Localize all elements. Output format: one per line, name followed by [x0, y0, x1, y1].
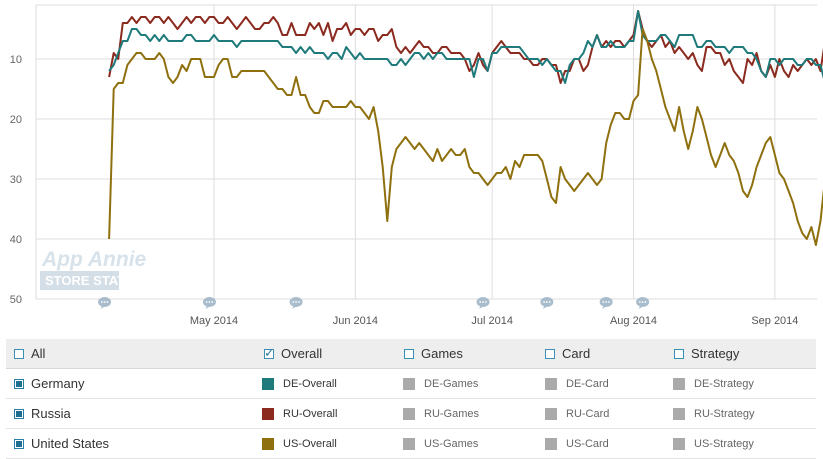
series-label: RU-Strategy — [694, 407, 755, 420]
series-legend-table: All Overall Games Card Strategy Germany … — [6, 339, 816, 459]
color-swatch — [673, 377, 685, 390]
series-line-us-overall — [108, 28, 823, 246]
series-toggle-ru-card[interactable]: RU-Card — [545, 399, 609, 428]
series-label: US-Card — [566, 437, 609, 450]
y-tick-label: 50 — [10, 294, 22, 306]
x-tick-label: Jun 2014 — [333, 315, 378, 327]
color-swatch — [262, 437, 274, 450]
annotation-bubble-icon[interactable] — [476, 297, 490, 309]
legend-row-russia: Russia RU-Overall RU-Games RU-Card RU-St… — [6, 399, 816, 429]
y-tick-label: 10 — [10, 54, 22, 66]
series-toggle-de-overall[interactable]: DE-Overall — [262, 369, 337, 398]
annotation-bubble-icon[interactable] — [202, 297, 216, 309]
country-toggle-russia[interactable]: Russia — [14, 399, 71, 428]
series-toggle-us-card[interactable]: US-Card — [545, 429, 609, 458]
germany-toggle[interactable] — [14, 378, 24, 389]
chart-series — [108, 10, 823, 246]
series-toggle-de-card[interactable]: DE-Card — [545, 369, 609, 398]
y-tick-label: 40 — [10, 234, 22, 246]
annotation-bubble-icon[interactable] — [289, 297, 303, 309]
x-axis-ticks: May 2014 Jun 2014 Jul 2014 Aug 2014 Sep 2014 — [190, 315, 799, 327]
color-swatch — [262, 377, 274, 390]
y-axis-ticks: 10 20 30 40 50 — [10, 54, 22, 306]
filter-all-label: All — [31, 346, 46, 361]
series-label: RU-Card — [566, 407, 610, 420]
series-label: DE-Overall — [283, 377, 337, 390]
series-label: US-Overall — [283, 437, 337, 450]
app-annie-watermark: App Annie STORE STATS — [40, 248, 147, 290]
country-toggle-germany[interactable]: Germany — [14, 369, 84, 398]
united-states-toggle[interactable] — [14, 438, 24, 449]
color-swatch — [545, 407, 557, 420]
country-toggle-united-states[interactable]: United States — [14, 429, 109, 458]
watermark-line1: App Annie — [41, 248, 147, 271]
x-tick-label: May 2014 — [190, 315, 238, 327]
y-tick-label: 20 — [10, 114, 22, 126]
color-swatch — [262, 407, 274, 420]
color-swatch — [673, 407, 685, 420]
legend-header-row: All Overall Games Card Strategy — [6, 339, 816, 369]
legend-row-united-states: United States US-Overall US-Games US-Car… — [6, 429, 816, 459]
series-line-de-overall — [108, 10, 823, 84]
series-toggle-de-strategy[interactable]: DE-Strategy — [673, 369, 754, 398]
chart-grid — [35, 4, 817, 300]
series-label: US-Games — [424, 437, 479, 450]
watermark-badge — [40, 271, 119, 290]
annotation-bubble-icon[interactable] — [540, 297, 554, 309]
country-label: Germany — [31, 376, 85, 391]
color-swatch — [403, 437, 415, 450]
watermark-line2: STORE STATS — [45, 273, 134, 288]
country-label: United States — [31, 436, 110, 451]
color-swatch — [545, 437, 557, 450]
series-toggle-ru-strategy[interactable]: RU-Strategy — [673, 399, 755, 428]
filter-all[interactable]: All — [14, 339, 45, 368]
overall-checkbox[interactable] — [264, 345, 275, 361]
annotation-bubble-icon[interactable] — [599, 297, 613, 309]
y-tick-label: 30 — [10, 174, 22, 186]
strategy-checkbox[interactable] — [674, 348, 684, 359]
filter-games-label: Games — [421, 346, 463, 361]
filter-card-label: Card — [562, 346, 591, 361]
color-swatch — [673, 437, 685, 450]
color-swatch — [403, 377, 415, 390]
series-toggle-ru-overall[interactable]: RU-Overall — [262, 399, 337, 428]
filter-strategy[interactable]: Strategy — [674, 339, 739, 368]
color-swatch — [545, 377, 557, 390]
x-tick-label: Aug 2014 — [610, 315, 657, 327]
filter-games[interactable]: Games — [404, 339, 463, 368]
filter-overall-label: Overall — [281, 346, 323, 361]
series-toggle-us-games[interactable]: US-Games — [403, 429, 478, 458]
annotation-bubble-icon[interactable] — [98, 297, 112, 309]
series-label: RU-Overall — [283, 407, 338, 420]
series-label: DE-Games — [424, 377, 479, 390]
series-line-ru-overall — [108, 10, 823, 84]
series-label: US-Strategy — [694, 437, 754, 450]
filter-overall[interactable]: Overall — [264, 339, 322, 368]
series-label: DE-Card — [566, 377, 609, 390]
series-toggle-de-games[interactable]: DE-Games — [403, 369, 478, 398]
games-checkbox[interactable] — [404, 348, 414, 359]
filter-card[interactable]: Card — [545, 339, 590, 368]
annotation-bubble-icon[interactable] — [636, 297, 650, 309]
color-swatch — [403, 407, 415, 420]
series-toggle-us-overall[interactable]: US-Overall — [262, 429, 337, 458]
rank-chart: 10 20 30 40 50 App Annie STORE STATS May 201… — [10, 4, 823, 327]
series-label: DE-Strategy — [694, 377, 754, 390]
series-toggle-ru-games[interactable]: RU-Games — [403, 399, 479, 428]
all-checkbox[interactable] — [14, 348, 24, 359]
card-checkbox[interactable] — [545, 348, 555, 359]
series-label: RU-Games — [424, 407, 480, 420]
country-label: Russia — [31, 406, 71, 421]
filter-strategy-label: Strategy — [691, 346, 740, 361]
series-toggle-us-strategy[interactable]: US-Strategy — [673, 429, 754, 458]
russia-toggle[interactable] — [14, 408, 24, 419]
x-tick-label: Sep 2014 — [751, 315, 798, 327]
legend-row-germany: Germany DE-Overall DE-Games DE-Card DE-S… — [6, 369, 816, 399]
annotation-markers[interactable] — [98, 297, 650, 309]
x-tick-label: Jul 2014 — [471, 315, 513, 327]
